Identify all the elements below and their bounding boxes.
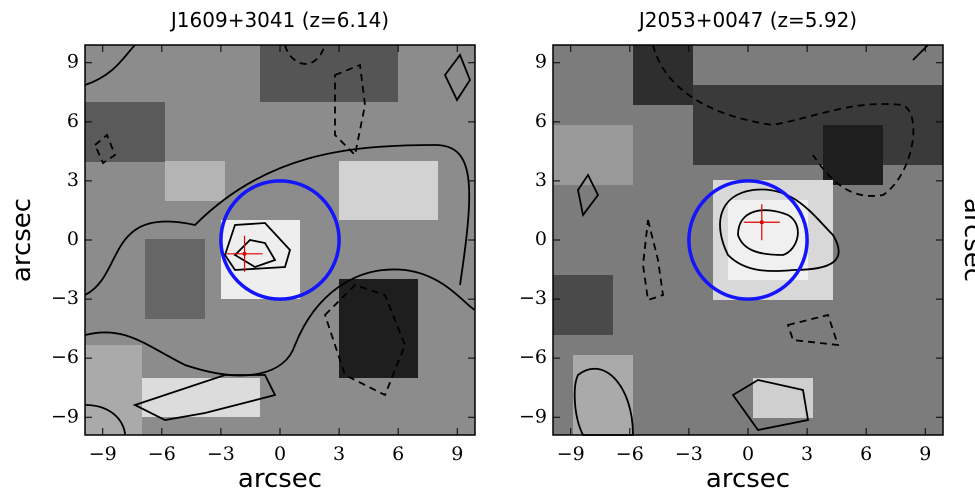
y-axis-label: arcsec bbox=[7, 198, 37, 282]
x-tick-label: 6 bbox=[392, 443, 404, 465]
pixel bbox=[633, 45, 693, 105]
aperture-circle bbox=[687, 179, 809, 301]
contour bbox=[737, 209, 799, 256]
contour bbox=[84, 268, 476, 377]
x-tick-label: −9 bbox=[89, 443, 117, 465]
pixel bbox=[553, 275, 613, 335]
position-dot bbox=[759, 220, 764, 225]
contour bbox=[224, 222, 292, 271]
y-tick-label: −3 bbox=[519, 287, 547, 309]
contour bbox=[323, 283, 406, 397]
pixel bbox=[142, 378, 260, 417]
pixel bbox=[728, 200, 808, 280]
x-tick-label: 0 bbox=[274, 443, 286, 465]
contour bbox=[284, 44, 326, 65]
contour bbox=[577, 173, 600, 218]
contour bbox=[786, 313, 840, 347]
pixel bbox=[573, 355, 633, 435]
y-tick-label: −6 bbox=[519, 346, 547, 368]
panel: −9 −6 −3 0 3 6 9 −9 −6 −3 0 3 6 9 J2053+0047 (z=5.92) a… bbox=[519, 8, 975, 494]
pixel bbox=[823, 125, 883, 185]
x-tick-label: 3 bbox=[333, 443, 345, 465]
pixel bbox=[85, 102, 165, 162]
pixel bbox=[85, 345, 142, 435]
y-tick-label: 6 bbox=[535, 110, 547, 132]
x-tick-label: 9 bbox=[451, 443, 463, 465]
contour bbox=[334, 63, 366, 157]
y-tick-label: −3 bbox=[51, 287, 79, 309]
x-tick-label: −6 bbox=[148, 443, 176, 465]
y-tick-label: 0 bbox=[67, 228, 79, 250]
contour bbox=[84, 144, 471, 296]
x-axis-label: arcsec bbox=[706, 464, 790, 494]
x-tick-label: −3 bbox=[207, 443, 235, 465]
contour bbox=[573, 368, 634, 436]
y-tick-label: −9 bbox=[519, 405, 547, 427]
y-tick-label: 3 bbox=[535, 169, 547, 191]
y-tick-label: 6 bbox=[67, 110, 79, 132]
y-tick-label: 9 bbox=[67, 51, 79, 73]
contour bbox=[233, 239, 277, 268]
contour bbox=[719, 188, 840, 272]
chart-title: J1609+3041 (z=6.14) bbox=[169, 8, 389, 32]
contour bbox=[731, 379, 810, 431]
x-tick-label: 6 bbox=[860, 443, 872, 465]
x-tick-label: −6 bbox=[616, 443, 644, 465]
x-tick-label: −9 bbox=[557, 443, 585, 465]
contour bbox=[93, 133, 117, 165]
y-axis-label: arcsec bbox=[958, 198, 975, 282]
pixel bbox=[339, 161, 438, 220]
y-tick-label: 9 bbox=[535, 51, 547, 73]
y-tick-label: 3 bbox=[67, 169, 79, 191]
position-dot bbox=[242, 251, 247, 256]
contour bbox=[443, 53, 472, 102]
x-tick-label: 3 bbox=[801, 443, 813, 465]
contour bbox=[642, 219, 664, 302]
x-tick-label: 9 bbox=[919, 443, 931, 465]
chart-title: J2053+0047 (z=5.92) bbox=[637, 8, 857, 32]
pixel bbox=[339, 279, 418, 378]
x-tick-label: −3 bbox=[675, 443, 703, 465]
x-tick-label: 0 bbox=[742, 443, 754, 465]
pixel bbox=[165, 161, 225, 201]
panel: −9 −6 −3 0 3 6 9 −9 −6 −3 0 3 6 9 J1609+3041 (z=6.14) a… bbox=[7, 8, 476, 494]
pixel bbox=[260, 45, 398, 102]
y-tick-label: −9 bbox=[51, 405, 79, 427]
x-axis-label: arcsec bbox=[238, 464, 322, 494]
pixel bbox=[145, 239, 205, 319]
y-tick-label: 0 bbox=[535, 228, 547, 250]
aperture-circle bbox=[219, 179, 341, 301]
pixel bbox=[693, 85, 943, 165]
y-tick-label: −6 bbox=[51, 346, 79, 368]
contour bbox=[84, 44, 136, 86]
contour bbox=[132, 374, 277, 421]
pixel bbox=[553, 125, 633, 185]
contour bbox=[84, 404, 126, 436]
